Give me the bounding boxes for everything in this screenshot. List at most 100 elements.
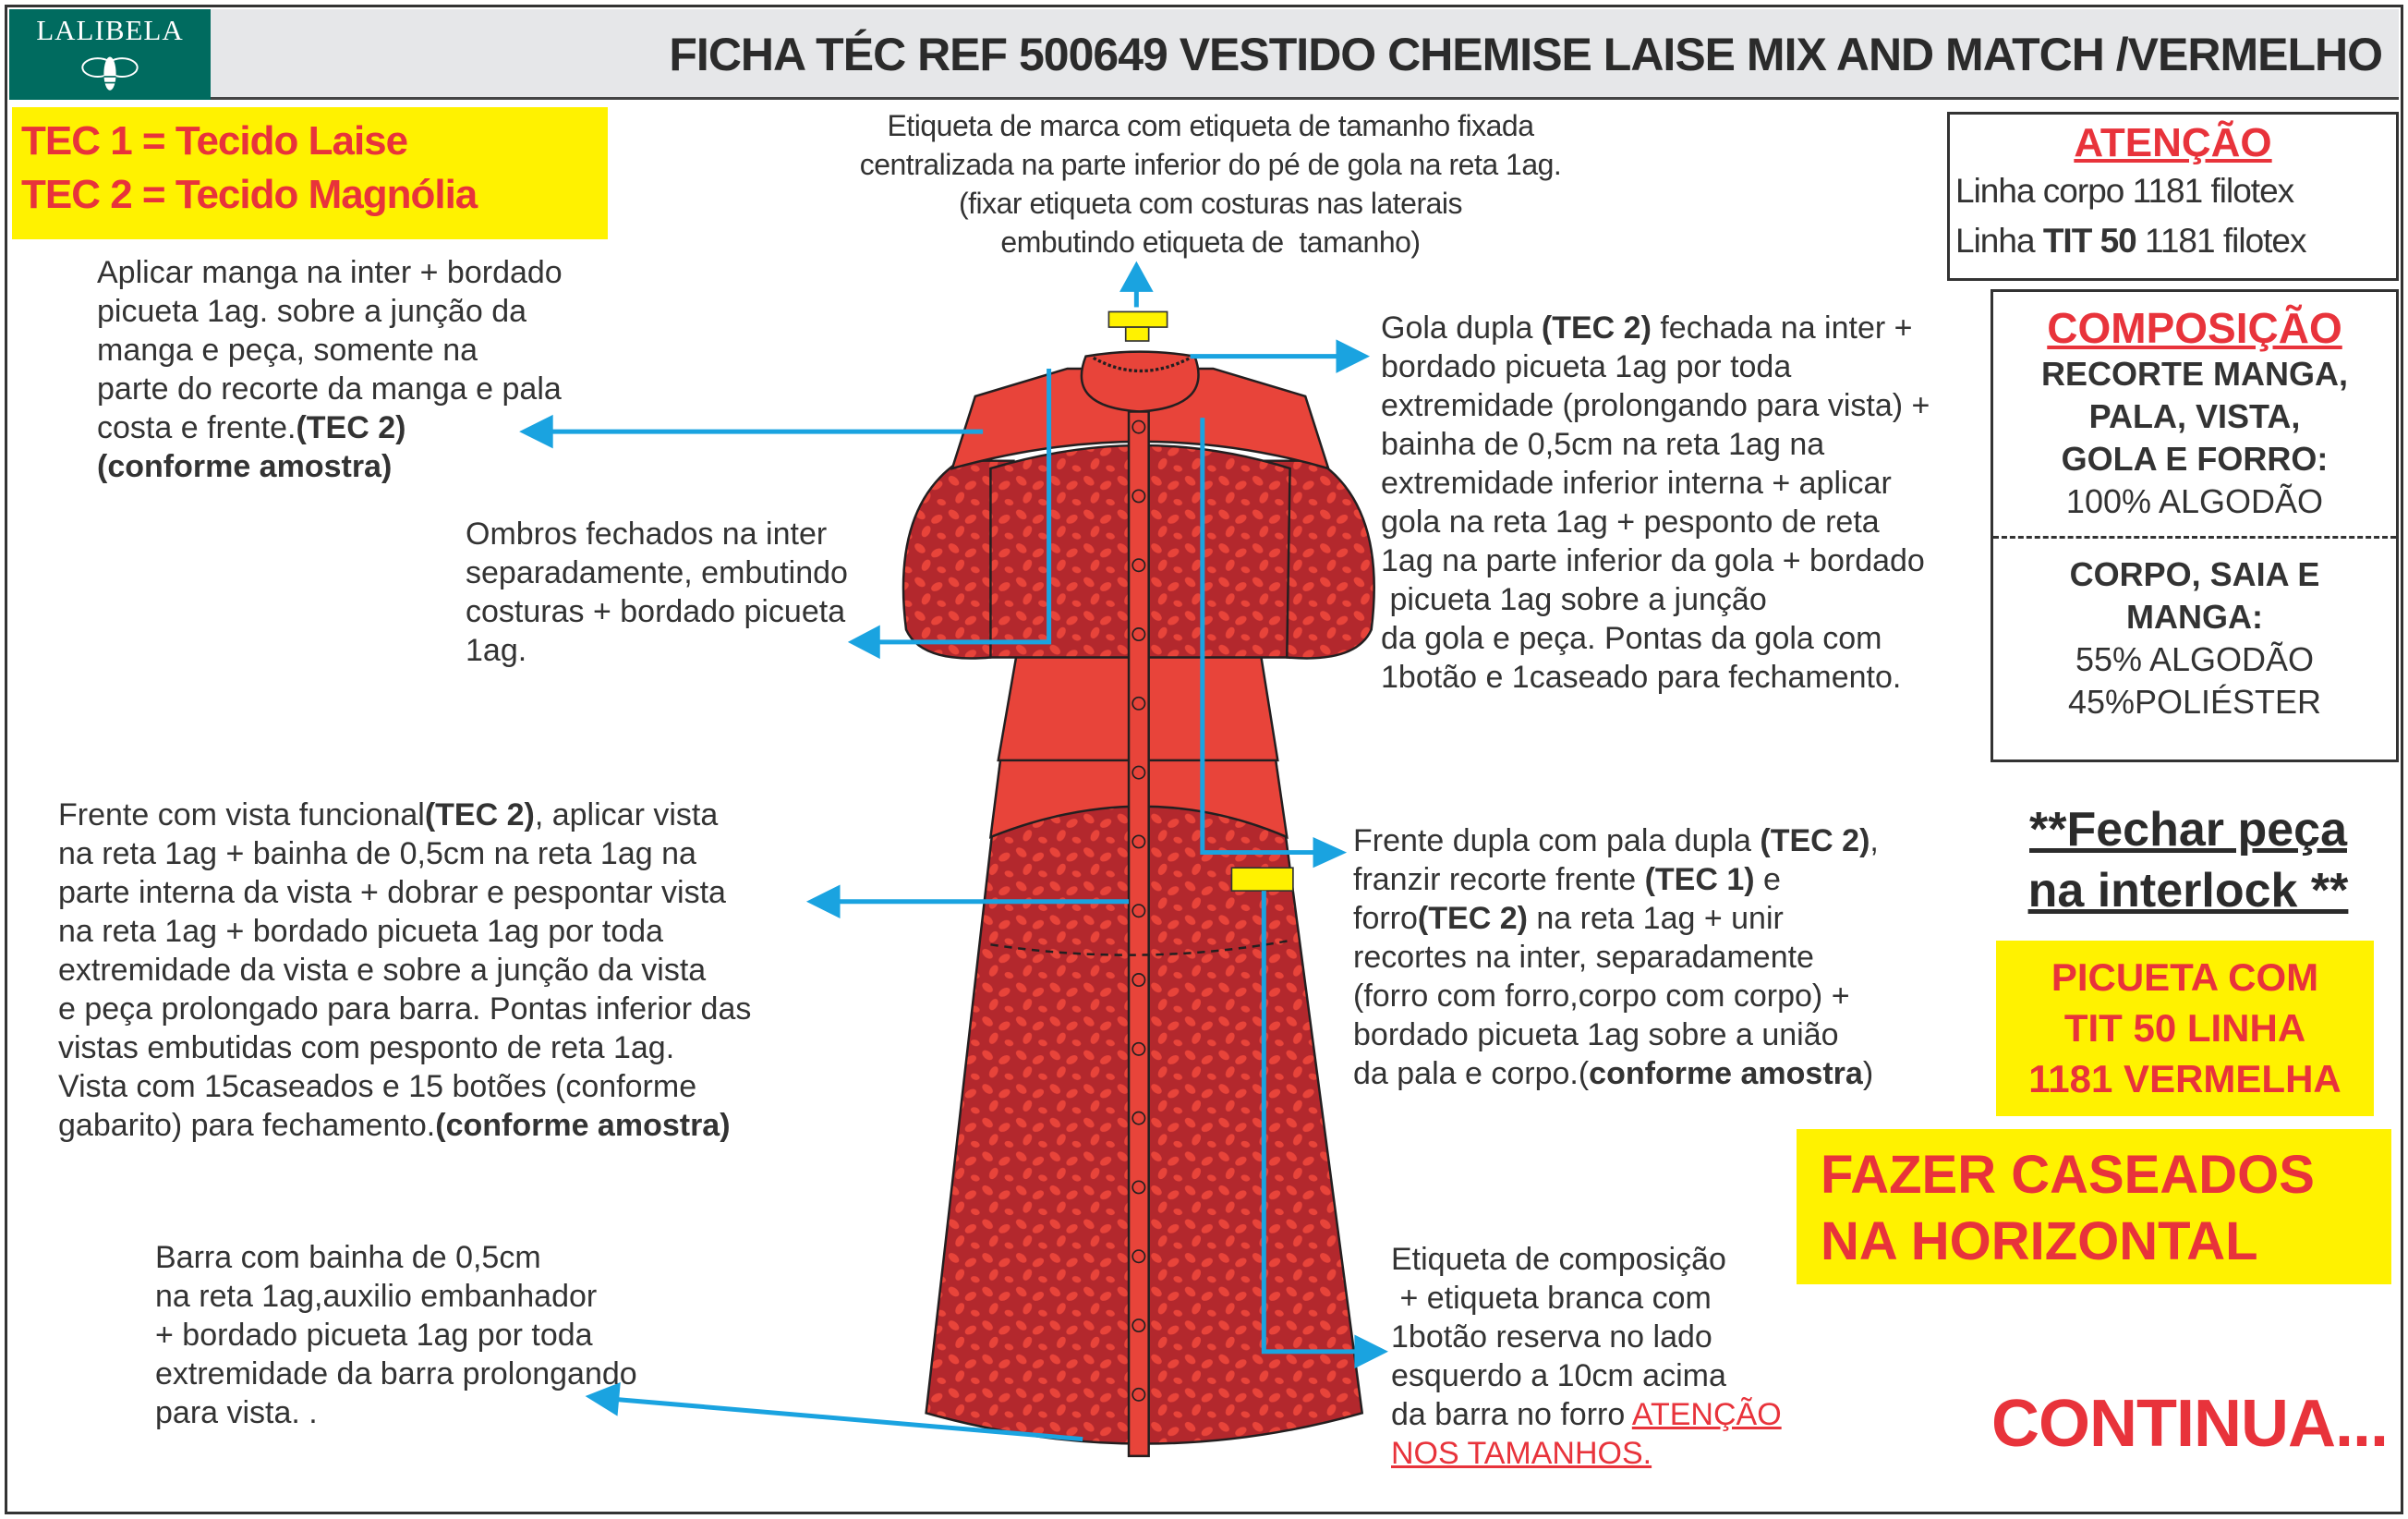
note-line: na reta 1ag + bordado picueta 1ag por to… [58, 912, 751, 951]
note-text: (fixar etiqueta com costuras nas laterai… [958, 187, 1463, 220]
note-text: , [1870, 823, 1879, 858]
note-text: e peça prolongado para barra. Pontas inf… [58, 991, 752, 1027]
note-text: manga e peça, somente na [97, 333, 478, 368]
note-text: bordado picueta 1ag sobre a união [1353, 1017, 1839, 1052]
note-text: picueta 1ag sobre a junção [1381, 582, 1767, 617]
right-sleeve [1262, 459, 1375, 660]
button-placket [1127, 410, 1150, 1458]
note-text: Barra com bainha de 0,5cm [155, 1240, 541, 1275]
note-text: para vista. . [155, 1395, 318, 1430]
note-line: e peça prolongado para barra. Pontas inf… [58, 990, 751, 1028]
note-text: embutindo etiqueta de tamanho) [1000, 225, 1421, 259]
note-line: manga e peça, somente na [97, 331, 563, 370]
note-text: costuras + bordado picueta [466, 594, 846, 629]
note-line: bainha de 0,5cm na reta 1ag na [1381, 425, 1930, 464]
note-text: na reta 1ag + bainha de 0,5cm na reta 1a… [58, 836, 696, 871]
note-text: esquerdo a 10cm acima [1391, 1358, 1726, 1393]
note-line: parte interna da vista + dobrar e pespon… [58, 873, 751, 912]
thread-warning-box: ATENÇÃO Linha corpo 1181 filotex Linha T… [1947, 112, 2399, 281]
thread-tit50: Linha TIT 50 1181 filotex [1955, 222, 2307, 260]
button-icon [1131, 419, 1146, 434]
arrow-left-icon [847, 625, 880, 660]
note-text: vistas embutidas com pesponto de reta 1a… [58, 1030, 675, 1065]
warning-line: **Fechar peça [2029, 803, 2347, 857]
note-line: extremidade (prolongando para vista) + [1381, 386, 1930, 425]
note-text: extremidade da barra prolongando [155, 1356, 637, 1391]
left-sleeve [901, 459, 1015, 660]
warning-line: FAZER CASEADOS [1821, 1145, 2315, 1205]
composition-part-value: 45%POLIÉSTER [2067, 683, 2322, 721]
note-line: na reta 1ag,auxilio embanhador [155, 1277, 637, 1316]
note-text: (forro com forro,corpo com corpo) + [1353, 978, 1850, 1014]
fabric-tec1: TEC 1 = Tecido Laise [21, 118, 408, 164]
note-text: extremidade inferior interna + aplicar [1381, 466, 1892, 501]
fabric-legend: TEC 1 = Tecido Laise TEC 2 = Tecido Magn… [12, 107, 608, 239]
button-icon [1131, 1387, 1146, 1402]
thread-warning-heading: ATENÇÃO [2074, 120, 2272, 165]
note-text: 1botão e 1caseado para fechamento. [1381, 660, 1902, 695]
brand-label-marker [1107, 310, 1168, 328]
bee-icon [81, 56, 139, 91]
note-line: na reta 1ag + bainha de 0,5cm na reta 1a… [58, 834, 751, 873]
note-line: extremidade inferior interna + aplicar [1381, 464, 1930, 503]
note-text: Frente dupla com pala dupla [1353, 823, 1761, 858]
note-line: para vista. . [155, 1393, 637, 1432]
interlock-warning: **Fechar peça na interlock ** [1996, 799, 2380, 921]
note-text: Etiqueta de marca com etiqueta de tamanh… [887, 109, 1535, 142]
note-line: costa e frente.(TEC 2) [97, 408, 563, 447]
warning-line: NA HORIZONTAL [1821, 1211, 2258, 1271]
note-text: franzir recorte frente [1353, 862, 1645, 897]
composition-heading: COMPOSIÇÃO [2047, 304, 2342, 352]
note-line: esquerdo a 10cm acima [1391, 1356, 1782, 1395]
note-text: (TEC 2) [1541, 310, 1652, 346]
button-icon [1131, 834, 1146, 849]
note-text: gola na reta 1ag + pesponto de reta [1381, 504, 1880, 540]
button-icon [1131, 627, 1146, 642]
note-text: extremidade da vista e sobre a junção da… [58, 953, 707, 988]
note-text: forro [1353, 901, 1418, 936]
note-text: da pala e corpo.( [1353, 1056, 1590, 1091]
note-line: extremidade da vista e sobre a junção da… [58, 951, 751, 990]
logo-text: LALIBELA [36, 14, 184, 46]
callout-arrows [550, 281, 1360, 1442]
note-line: Frente dupla com pala dupla (TEC 2), [1353, 821, 1879, 860]
note-line: + etiqueta branca com [1391, 1279, 1782, 1318]
note-text: Vista com 15caseados e 15 botões (confor… [58, 1069, 697, 1104]
thread-body: Linha corpo 1181 filotex [1955, 172, 2294, 210]
buttonhole-warning: FAZER CASEADOS NA HORIZONTAL [1797, 1129, 2391, 1284]
note-text: da gola e peça. Pontas da gola com [1381, 621, 1882, 656]
composition-part-label: MANGA: [2126, 598, 2263, 636]
button-icon [1131, 696, 1146, 711]
note-text: (TEC 2) [1760, 823, 1870, 858]
note-line: 1ag na parte inferior da gola + bordado [1381, 541, 1930, 580]
note-line: 1botão e 1caseado para fechamento. [1381, 658, 1930, 697]
note-text: bordado picueta 1ag por toda [1381, 349, 1792, 384]
page-frame [5, 5, 2403, 1514]
note-line: da barra no forro ATENÇÃO [1391, 1395, 1782, 1434]
note-text: (TEC 2) [296, 410, 406, 445]
note-text: conforme amostra [1589, 1056, 1863, 1091]
note-text: NOS TAMANHOS. [1391, 1436, 1652, 1471]
note-text: Aplicar manga na inter + bordado [97, 255, 563, 290]
page-title: FICHA TÉC REF 500649 VESTIDO CHEMISE LAI… [669, 29, 2383, 80]
arrow-right-icon [1354, 1334, 1388, 1369]
note-line: extremidade da barra prolongando [155, 1355, 637, 1393]
note-brand-label: Etiqueta de marca com etiqueta de tamanh… [711, 106, 1710, 261]
note-line: + bordado picueta 1ag por toda [155, 1316, 637, 1355]
note-text: na reta 1ag + unir [1527, 901, 1784, 936]
note-sleeve: Aplicar manga na inter + bordado picueta … [97, 253, 563, 486]
note-text: + bordado picueta 1ag por toda [155, 1318, 593, 1353]
note-text: picueta 1ag. sobre a junção da [97, 294, 527, 329]
collar [1080, 350, 1200, 413]
note-text: (TEC 2) [424, 797, 535, 832]
note-line: franzir recorte frente (TEC 1) e [1353, 860, 1879, 899]
note-line: Ombros fechados na inter [466, 515, 848, 553]
note-text: parte do recorte da manga e pala [97, 371, 562, 407]
button-icon [1131, 1249, 1146, 1264]
note-text: Gola dupla [1381, 310, 1542, 346]
note-line: Frente com vista funcional(TEC 2), aplic… [58, 796, 751, 834]
note-line: bordado picueta 1ag por toda [1381, 347, 1930, 386]
note-line: centralizada na parte inferior do pé de … [711, 145, 1710, 184]
note-line: Etiqueta de marca com etiqueta de tamanh… [711, 106, 1710, 145]
note-line: costuras + bordado picueta [466, 592, 848, 631]
